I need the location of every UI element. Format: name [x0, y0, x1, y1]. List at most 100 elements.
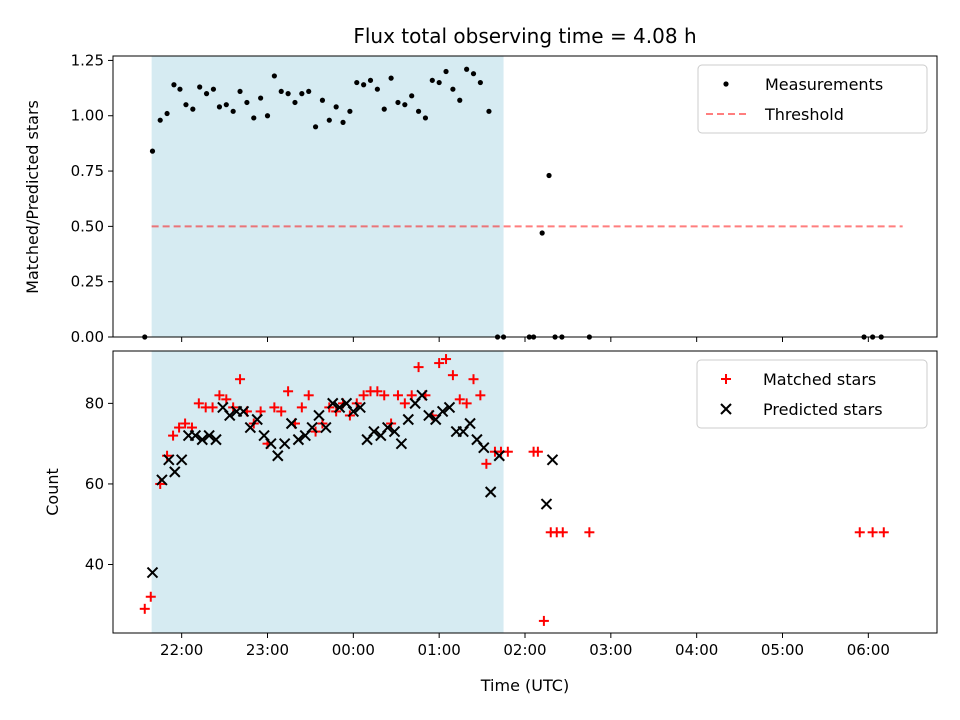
- predicted-star-point: [169, 466, 181, 478]
- predicted-star-point: [368, 425, 380, 438]
- legend-matched-plus: [721, 374, 731, 384]
- predicted-star-point: [540, 498, 553, 510]
- predicted-star-point: [402, 413, 414, 426]
- measurement-point: [299, 91, 305, 97]
- measurement-point: [149, 148, 156, 154]
- measurement-point: [223, 102, 229, 108]
- predicted-star-point: [464, 417, 476, 430]
- legend-predicted-x: [720, 403, 732, 415]
- predicted-star-point: [175, 454, 188, 466]
- measurement-point: [285, 91, 291, 97]
- matched-star-point: [276, 406, 287, 417]
- predicted-star-point: [251, 413, 263, 426]
- predicted-star-point: [146, 566, 159, 579]
- matched-star-point: [193, 398, 204, 409]
- measurement-point: [381, 106, 387, 112]
- predicted-star-point: [265, 437, 277, 450]
- matched-star-point: [867, 527, 878, 538]
- predicted-star-point: [210, 433, 222, 446]
- matched-star-point: [532, 446, 543, 457]
- legend-predicted-marker: [720, 403, 732, 415]
- x-tick-label: 02:00: [503, 641, 546, 659]
- measurement-point: [486, 108, 492, 114]
- top-y-tick-label: 1.00: [71, 107, 104, 125]
- matched-star-point: [379, 390, 390, 401]
- measurement-point: [244, 99, 250, 106]
- bottom-legend: Matched stars Predicted stars: [696, 359, 928, 429]
- top-legend-box: [697, 64, 928, 134]
- matched-star-point: [303, 390, 314, 401]
- predicted-star-point: [333, 401, 346, 414]
- measurement-point: [422, 115, 429, 121]
- matched-star-point: [168, 430, 179, 441]
- measurement-point: [354, 79, 360, 86]
- measurement-point: [171, 82, 177, 88]
- predicted-star-point: [484, 486, 497, 498]
- measurement-point: [210, 86, 217, 92]
- top-legend: Measurements Threshold: [697, 64, 928, 134]
- measurement-point: [306, 88, 312, 95]
- matched-star-point: [296, 402, 307, 413]
- predicted-star-point: [395, 437, 408, 450]
- bottom-shaded-span: [151, 351, 504, 633]
- matched-star-point: [878, 527, 889, 538]
- measurement-point: [546, 172, 552, 179]
- legend-threshold-label: Threshold: [764, 105, 844, 124]
- predicted-star-point: [203, 429, 215, 442]
- predicted-star-point: [478, 441, 490, 454]
- matched-star-point: [854, 527, 865, 538]
- predicted-star-point: [292, 433, 305, 446]
- bottom-plot-area: 40 60 80 22:00 23:00 00:00 01:00 02:00 03:00 04:0…: [85, 350, 938, 659]
- top-plot-area: 0.00 0.25 0.50 0.75 1.00 1.25: [71, 51, 938, 346]
- matched-star-point: [145, 591, 156, 602]
- measurement-point: [157, 117, 163, 123]
- measurement-point: [264, 113, 271, 119]
- predicted-star-point: [224, 409, 236, 422]
- matched-star-point: [434, 358, 445, 369]
- measurement-point: [164, 110, 170, 117]
- measurement-point: [237, 88, 243, 95]
- measurement-point: [319, 97, 326, 103]
- x-tick-label: 03:00: [589, 641, 632, 659]
- x-axis-label: Time (UTC): [480, 676, 569, 695]
- matched-star-point: [392, 390, 403, 401]
- matched-star-point: [538, 615, 549, 626]
- measurement-point: [395, 99, 401, 106]
- predicted-star-point: [156, 474, 168, 486]
- measurement-point: [230, 108, 236, 114]
- predicted-star-point: [278, 437, 291, 450]
- top-shaded-span: [151, 56, 504, 337]
- predicted-star-point: [381, 421, 394, 434]
- bottom-y-axis-label: Count: [43, 468, 62, 516]
- measurement-point: [203, 91, 210, 97]
- measurement-point: [312, 124, 319, 130]
- matched-star-point: [139, 603, 150, 614]
- matched-star-point: [461, 398, 472, 409]
- x-tick-label: 04:00: [675, 641, 718, 659]
- predicted-star-point: [313, 409, 325, 422]
- predicted-star-point: [423, 409, 435, 422]
- predicted-star-point: [436, 405, 449, 418]
- measurement-point: [457, 97, 463, 103]
- matched-star-point: [358, 390, 369, 401]
- predicted-star-point: [285, 417, 298, 430]
- x-tick-label: 05:00: [761, 641, 804, 659]
- top-y-axis-label: Matched/Predicted stars: [23, 100, 42, 294]
- predicted-star-point: [189, 429, 202, 442]
- measurement-point: [197, 84, 203, 90]
- x-tick-label: 01:00: [418, 641, 461, 659]
- measurement-point: [464, 66, 470, 72]
- chart-title: Flux total observing time = 4.08 h: [353, 24, 696, 48]
- measurement-point: [361, 82, 367, 88]
- matched-star-point: [214, 390, 225, 401]
- legend-matched-label: Matched stars: [763, 370, 876, 389]
- measurement-point: [183, 102, 189, 108]
- legend-matched-marker: [721, 374, 731, 384]
- measurement-point: [216, 104, 223, 110]
- top-y-tick-label: 0.00: [71, 328, 104, 346]
- matched-star-point: [447, 370, 458, 381]
- predicted-star-point: [327, 397, 339, 410]
- measurement-point: [292, 99, 298, 106]
- matched-star-point: [481, 458, 492, 469]
